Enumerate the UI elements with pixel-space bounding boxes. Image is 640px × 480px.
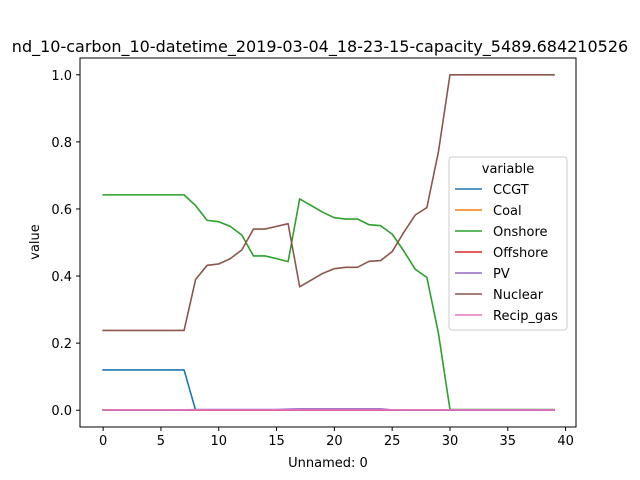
y-tick-label: 0.8	[51, 136, 72, 151]
x-tick-label: 40	[557, 434, 574, 449]
y-tick-label: 0.2	[51, 337, 72, 352]
legend: variable CCGT Coal Onshore Offshore PV Nuclea…	[448, 156, 568, 331]
y-axis-ticks: 0.0 0.2 0.4 0.6 0.8 1.0	[51, 69, 80, 419]
legend-label-ccgt: CCGT	[493, 183, 529, 198]
series-line-ccgt	[102, 369, 555, 412]
x-tick-label: 5	[157, 434, 165, 449]
x-tick-label: 20	[326, 434, 343, 449]
legend-label-nuclear: Nuclear	[493, 288, 544, 303]
y-tick-label: 0.4	[51, 270, 72, 285]
y-tick-label: 0.6	[51, 203, 72, 218]
series-lines	[102, 73, 555, 412]
y-tick-label: 1.0	[51, 69, 72, 84]
legend-label-onshore: Onshore	[493, 225, 548, 240]
x-tick-label: 15	[268, 434, 285, 449]
x-axis-ticks: 0 5 10 15 20 25 30 35 40	[99, 427, 574, 449]
legend-label-recip_gas: Recip_gas	[493, 309, 558, 324]
legend-entries: CCGT Coal Onshore Offshore PV Nuclear Recip_ga…	[455, 183, 558, 324]
legend-label-pv: PV	[493, 267, 510, 282]
legend-label-coal: Coal	[493, 204, 522, 219]
series-line-nuclear	[102, 73, 555, 332]
x-tick-label: 10	[210, 434, 227, 449]
legend-title: variable	[482, 162, 534, 177]
x-axis-label: Unnamed: 0	[288, 456, 368, 471]
x-tick-label: 30	[442, 434, 459, 449]
y-axis-label: value	[28, 224, 43, 260]
x-tick-label: 0	[99, 434, 107, 449]
plot-frame	[79, 57, 577, 428]
x-tick-label: 35	[500, 434, 517, 449]
legend-label-offshore: Offshore	[493, 246, 548, 261]
x-tick-label: 25	[384, 434, 401, 449]
legend-box	[448, 156, 568, 331]
chart-title: nd_10-carbon_10-datetime_2019-03-04_18-2…	[12, 37, 628, 57]
y-tick-label: 0.0	[51, 404, 72, 419]
